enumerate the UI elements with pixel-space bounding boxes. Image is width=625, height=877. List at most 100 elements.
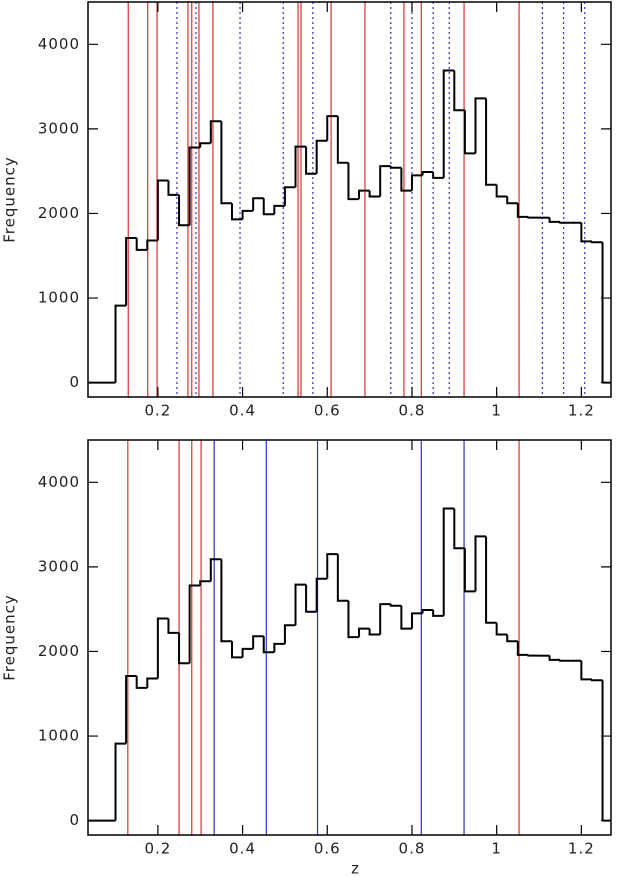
hist-bin <box>432 610 444 617</box>
hist-bin <box>432 172 444 179</box>
hist-bin <box>590 241 603 244</box>
plot-frame <box>87 1 612 398</box>
hist-bin <box>167 180 180 196</box>
y-tick-label: 4000 <box>38 35 80 53</box>
hist-bin <box>326 553 338 579</box>
hist-bin <box>114 742 127 821</box>
y-axis-label: Frequency <box>1 594 19 681</box>
hist-bin <box>516 203 529 218</box>
hist-bin <box>347 162 360 201</box>
y-tick-label: 0 <box>69 373 80 391</box>
hist-bin <box>125 236 137 306</box>
hist-bin <box>442 69 455 178</box>
hist-bin <box>379 603 391 635</box>
hist-bin <box>336 554 349 602</box>
hist-bin <box>336 116 349 164</box>
hist-bin <box>167 618 180 634</box>
hist-bin <box>559 659 571 662</box>
hist-bin <box>516 641 529 656</box>
hist-bin <box>421 171 434 176</box>
hist-bin <box>442 507 455 616</box>
hist-bin <box>421 609 434 614</box>
hist-bin <box>495 622 508 636</box>
hist-bin <box>135 237 148 251</box>
x-tick-label: 0.6 <box>314 840 341 858</box>
x-tick-label: 1.2 <box>568 840 595 858</box>
hist-bin <box>241 209 254 220</box>
hist-bin <box>199 142 211 148</box>
x-tick-label: 0.2 <box>144 402 171 420</box>
x-tick-label: 0.8 <box>399 402 426 420</box>
hist-bin <box>358 189 370 200</box>
hist-bin <box>294 145 307 188</box>
y-axis-label: Frequency <box>1 156 19 243</box>
x-tick-label: 0.4 <box>229 402 256 420</box>
hist-bin <box>230 641 243 659</box>
hist-bin <box>262 636 275 654</box>
x-tick-label: 0.2 <box>144 840 171 858</box>
hist-bin <box>389 604 402 607</box>
hist-bin <box>178 194 190 227</box>
y-tick-label: 1000 <box>38 727 80 745</box>
hist-bin <box>252 635 264 649</box>
x-tick-label: 0.8 <box>399 840 426 858</box>
hist-bin <box>559 221 571 224</box>
hist-bin <box>580 660 592 681</box>
hist-bin <box>389 166 402 169</box>
x-tick-label: 1.2 <box>568 402 595 420</box>
hist-bin <box>379 165 391 197</box>
y-tick-label: 4000 <box>38 473 80 491</box>
hist-bin <box>485 536 497 624</box>
x-tick-label: 1 <box>491 840 502 858</box>
hist-bin <box>283 624 296 644</box>
hist-bin <box>485 98 497 186</box>
hist-bin <box>252 197 264 211</box>
hist-bin <box>125 674 137 744</box>
hist-bin <box>209 120 222 144</box>
hist-bin <box>474 535 487 592</box>
hist-bin <box>358 627 370 638</box>
hist-bin <box>410 612 423 629</box>
hist-bin <box>188 146 201 226</box>
hist-bin <box>262 198 275 216</box>
hist-bin <box>527 216 540 219</box>
plot-frame <box>87 439 612 836</box>
hist-bin <box>230 203 243 221</box>
hist-bin <box>156 179 169 241</box>
y-tick-label: 2000 <box>38 642 80 660</box>
y-tick-label: 2000 <box>38 204 80 222</box>
hist-bin <box>241 647 254 658</box>
hist-bin <box>400 605 412 630</box>
y-tick-label: 1000 <box>38 289 80 307</box>
hist-bin <box>220 559 232 643</box>
hist-bin <box>548 217 561 223</box>
y-tick-label: 3000 <box>38 557 80 575</box>
hist-bin <box>294 583 307 626</box>
hist-bin <box>305 584 317 613</box>
y-tick-label: 3000 <box>38 119 80 137</box>
hist-bin <box>527 654 540 657</box>
hist-bin <box>178 632 190 665</box>
hist-bin <box>326 115 338 141</box>
hist-bin <box>146 239 158 250</box>
hist-bin <box>590 679 603 682</box>
hist-bin <box>156 617 169 679</box>
hist-bin <box>188 584 201 664</box>
x-tick-label: 1 <box>491 402 502 420</box>
hist-bin <box>368 628 381 636</box>
hist-bin <box>209 558 222 582</box>
x-tick-label: 0.6 <box>314 402 341 420</box>
hist-bin <box>548 655 561 661</box>
hist-bin <box>273 642 285 653</box>
hist-bin <box>580 222 592 243</box>
hist-bin <box>506 196 518 205</box>
hist-bin <box>135 675 148 689</box>
hist-bin <box>495 184 508 198</box>
hist-bin <box>474 97 487 154</box>
hist-bin <box>506 634 518 643</box>
hist-bin <box>453 70 465 112</box>
hist-bin <box>199 580 211 586</box>
hist-bin <box>273 204 285 215</box>
hist-bin <box>410 174 423 191</box>
